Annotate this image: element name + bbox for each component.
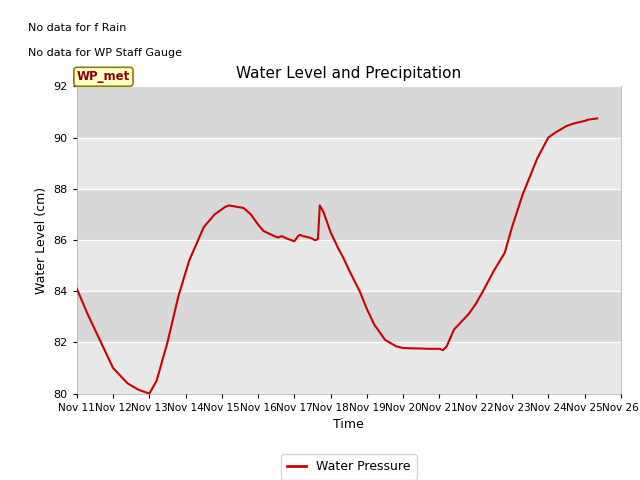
X-axis label: Time: Time bbox=[333, 418, 364, 431]
Text: No data for f Rain: No data for f Rain bbox=[28, 23, 126, 33]
Bar bbox=[77, 138, 621, 189]
Bar bbox=[77, 189, 621, 240]
Bar bbox=[77, 291, 621, 342]
Title: Water Level and Precipitation: Water Level and Precipitation bbox=[236, 66, 461, 81]
Text: No data for WP Staff Gauge: No data for WP Staff Gauge bbox=[28, 48, 182, 58]
Y-axis label: Water Level (cm): Water Level (cm) bbox=[35, 186, 48, 294]
Bar bbox=[77, 240, 621, 291]
Bar bbox=[77, 86, 621, 138]
Text: WP_met: WP_met bbox=[77, 70, 130, 83]
Legend: Water Pressure: Water Pressure bbox=[281, 454, 417, 480]
Bar bbox=[77, 342, 621, 394]
